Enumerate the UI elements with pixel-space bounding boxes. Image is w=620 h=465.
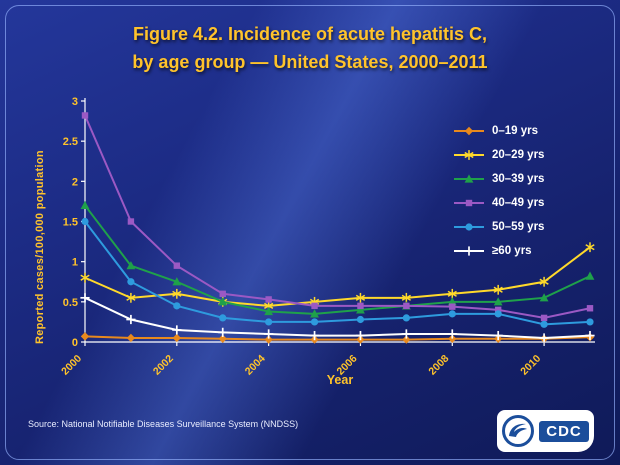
chart-title-line1: Figure 4.2. Incidence of acute hepatitis… [132, 24, 488, 44]
legend-label-30-39: 30–39 yrs [492, 173, 545, 185]
legend-marker-30-39-icon [454, 174, 484, 183]
x-axis-label: Year [326, 373, 354, 387]
legend-item-0-19: 0–19 yrs [452, 119, 544, 143]
svg-text:2.5: 2.5 [63, 136, 78, 148]
legend-item-20-29: 20–29 yrs [452, 143, 544, 167]
legend-marker-0-19-icon [454, 126, 484, 136]
cdc-logo: CDC [497, 410, 594, 452]
legend-label-60plus: ≥60 yrs [492, 245, 532, 257]
legend-marker-50-59-icon [454, 223, 484, 231]
svg-text:1: 1 [72, 257, 78, 269]
svg-text:0: 0 [72, 337, 78, 349]
svg-text:1.5: 1.5 [63, 217, 78, 229]
svg-text:0.5: 0.5 [63, 297, 78, 309]
legend-label-0-19: 0–19 yrs [492, 125, 539, 137]
source-note: Source: National Notifiable Diseases Sur… [28, 419, 299, 429]
legend-item-60plus: ≥60 yrs [452, 239, 544, 263]
legend-item-40-49: 40–49 yrs [452, 191, 544, 215]
chart-area: 0 0.5 1 1.5 2 2.5 3 2000 2002 2004 2006 2008 2010 [59, 95, 595, 385]
svg-text:2000: 2000 [60, 353, 84, 378]
legend-item-50-59: 50–59 yrs [452, 215, 544, 239]
legend-marker-40-49-icon [454, 199, 484, 207]
legend-label-50-59: 50–59 yrs [492, 221, 545, 233]
svg-text:2: 2 [72, 176, 78, 188]
chart-title: Figure 4.2. Incidence of acute hepatitis… [0, 20, 620, 76]
chart-legend: 0–19 yrs 20–29 yrs 30–39 yrs 40–49 yrs 5… [452, 119, 544, 263]
y-axis-label: Reported cases/100,000 population [34, 150, 46, 344]
legend-label-40-49: 40–49 yrs [492, 197, 545, 209]
svg-text:3: 3 [72, 96, 78, 108]
chart-title-line2: by age group — United States, 2000–2011 [132, 52, 488, 72]
legend-marker-60plus-icon [454, 246, 484, 256]
cdc-text: CDC [539, 420, 589, 442]
hhs-seal-icon [502, 415, 535, 447]
legend-marker-20-29-icon [454, 150, 484, 160]
legend-item-30-39: 30–39 yrs [452, 167, 544, 191]
legend-label-20-29: 20–29 yrs [492, 149, 545, 161]
